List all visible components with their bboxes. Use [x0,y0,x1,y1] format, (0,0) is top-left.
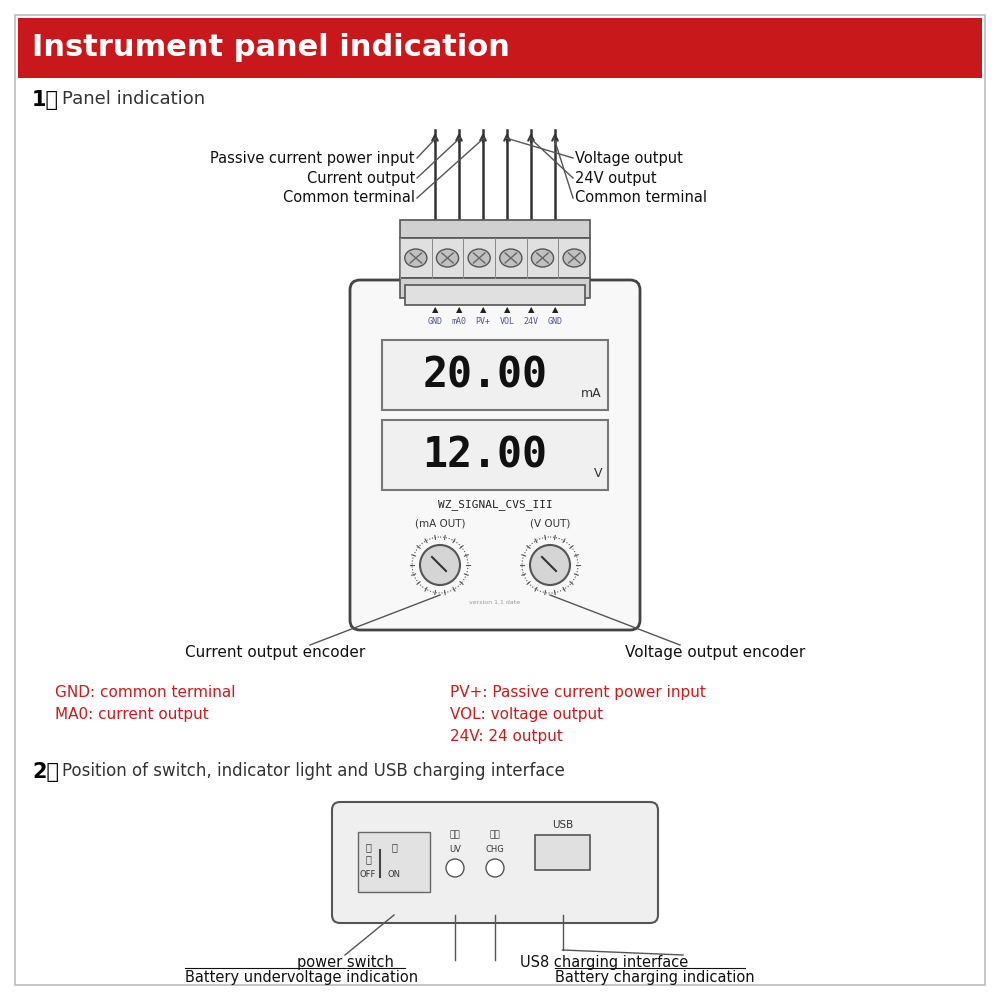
Circle shape [530,545,570,585]
Text: version 1.1 date: version 1.1 date [469,599,521,604]
Text: PV+: PV+ [476,318,490,326]
Bar [535,835,590,870]
Text: 24V output: 24V output [575,170,657,186]
Text: MA0: current output: MA0: current output [55,707,209,722]
Text: 24V: 24 output: 24V: 24 output [450,729,563,744]
Bar [400,238,590,278]
Text: GND: GND [548,318,562,326]
Text: ▲: ▲ [552,306,558,314]
Text: PV+: Passive current power input: PV+: Passive current power input [450,685,706,700]
Text: 关: 关 [365,842,371,852]
Circle shape [420,545,460,585]
Text: Battery charging indication: Battery charging indication [555,970,755,985]
FancyBboxPatch shape [332,802,658,923]
Text: V: V [594,467,602,480]
Text: CHG: CHG [486,845,504,854]
Ellipse shape [405,249,427,267]
Text: US8 charging interface: US8 charging interface [520,955,688,970]
Text: 1）: 1） [32,90,59,110]
Text: 12.00: 12.00 [422,434,548,476]
Text: Current output encoder: Current output encoder [185,645,365,660]
Text: ▲: ▲ [480,306,486,314]
Text: USB: USB [552,820,573,830]
Bar [400,278,590,298]
Text: 口: 口 [365,854,371,864]
FancyBboxPatch shape [350,280,640,630]
Text: (V OUT): (V OUT) [530,518,570,528]
Text: Panel indication: Panel indication [62,90,205,108]
Ellipse shape [468,249,490,267]
Text: Voltage output encoder: Voltage output encoder [625,645,805,660]
Text: 欠压: 欠压 [450,830,460,839]
Text: OFF: OFF [360,870,376,879]
Text: Common terminal: Common terminal [283,190,415,206]
Text: 24V: 24V [524,318,538,326]
Bar [400,220,590,238]
Circle shape [446,859,464,877]
Text: ▲: ▲ [528,306,534,314]
Bar [18,18,982,78]
Bar [405,285,585,305]
Text: Position of switch, indicator light and USB charging interface: Position of switch, indicator light and … [62,762,565,780]
Text: Passive current power input: Passive current power input [210,150,415,165]
Text: 开: 开 [391,842,397,852]
Text: Battery undervoltage indication: Battery undervoltage indication [185,970,418,985]
Text: VOL: voltage output: VOL: voltage output [450,707,603,722]
Text: UV: UV [449,845,461,854]
Text: GND: common terminal: GND: common terminal [55,685,236,700]
Circle shape [486,859,504,877]
Text: GND: GND [428,318,442,326]
Text: mA0: mA0 [452,318,466,326]
Bar [358,832,430,892]
Text: (mA OUT): (mA OUT) [415,518,465,528]
Text: VOL: VOL [500,318,514,326]
Text: WZ_SIGNAL_CVS_III: WZ_SIGNAL_CVS_III [438,500,552,510]
FancyBboxPatch shape [15,15,985,985]
Text: power switch: power switch [297,955,393,970]
Text: Current output: Current output [307,170,415,186]
Ellipse shape [500,249,522,267]
Text: mA: mA [581,387,602,400]
Text: Instrument panel indication: Instrument panel indication [32,33,510,62]
Text: ▲: ▲ [456,306,462,314]
Text: 充电: 充电 [490,830,500,839]
Text: ▲: ▲ [432,306,438,314]
Text: 20.00: 20.00 [422,354,548,396]
Ellipse shape [563,249,585,267]
Text: ▲: ▲ [504,306,510,314]
Ellipse shape [531,249,554,267]
Bar [382,420,608,490]
Text: 2）: 2） [32,762,59,782]
Ellipse shape [436,249,459,267]
Text: Voltage output: Voltage output [575,150,683,165]
Text: Common terminal: Common terminal [575,190,707,206]
Text: ON: ON [388,870,400,879]
Bar [382,340,608,410]
